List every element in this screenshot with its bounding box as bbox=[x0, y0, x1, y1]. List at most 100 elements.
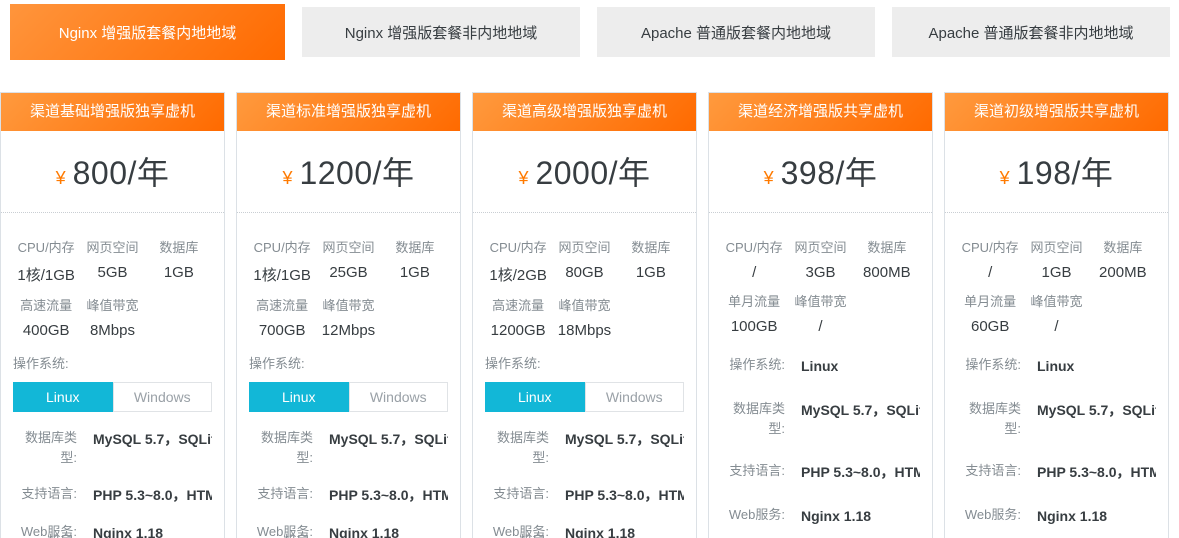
currency-symbol: ¥ bbox=[55, 168, 66, 188]
detail-value: MySQL 5.7，SQLite bbox=[565, 431, 684, 447]
plan-cards-row: 渠道基础增强版独享虚机 ¥800/年 CPU/内存 1核/1GB 网页空间 5GB … bbox=[0, 92, 1179, 538]
spec-value: 800MB bbox=[863, 264, 911, 281]
spec-label: 数据库 bbox=[159, 240, 199, 255]
os-label: 操作系统: bbox=[729, 357, 785, 372]
detail-value: MySQL 5.7，SQLite bbox=[93, 431, 212, 447]
spec-value: 1GB bbox=[399, 264, 430, 281]
tab-nginx-enhanced-nonmainland[interactable]: Nginx 增强版套餐非内地地域 bbox=[302, 7, 580, 57]
price-unit: /年 bbox=[608, 155, 651, 191]
detail-label: Web服务: bbox=[256, 524, 313, 538]
os-button-linux[interactable]: Linux bbox=[249, 382, 349, 412]
spec-label: CPU/内存 bbox=[17, 240, 75, 255]
detail-label: Web服务: bbox=[728, 507, 785, 523]
plan-price: ¥800/年 bbox=[1, 131, 224, 213]
detail-label: 数据库类型: bbox=[496, 430, 549, 466]
spec-label: CPU/内存 bbox=[253, 240, 311, 255]
spec-row-2: 单月流量 100GB 峰值带宽 / bbox=[721, 291, 920, 335]
detail-label: 支持语言: bbox=[965, 463, 1021, 479]
plan-card-standard: 渠道标准增强版独享虚机 ¥1200/年 CPU/内存 1核/1GB 网页空间 25G… bbox=[236, 92, 461, 538]
spec-row-1: CPU/内存 / 网页空间 3GB 数据库 800MB bbox=[721, 237, 920, 281]
spec-label: 网页空间 bbox=[322, 240, 375, 255]
detail-label: 支持语言: bbox=[21, 486, 77, 502]
currency-symbol: ¥ bbox=[999, 168, 1010, 188]
spec-label: 网页空间 bbox=[558, 240, 611, 255]
spec-label: 网页空间 bbox=[1030, 240, 1083, 255]
spec-label: 数据库 bbox=[867, 240, 907, 255]
tab-apache-basic-mainland[interactable]: Apache 普通版套餐内地地域 bbox=[597, 7, 875, 57]
spec-row-1: CPU/内存 / 网页空间 1GB 数据库 200MB bbox=[957, 237, 1156, 281]
detail-value: PHP 5.3~8.0，HTM... bbox=[1037, 464, 1156, 481]
spec-label: 峰值带宽 bbox=[322, 298, 375, 313]
spec-section: CPU/内存 / 网页空间 3GB 数据库 800MB 单月流量 100GB 峰值带宽 / bbox=[709, 213, 932, 335]
detail-value: MySQL 5.7，SQLite bbox=[1037, 402, 1156, 418]
os-button-windows[interactable]: Windows bbox=[112, 382, 212, 412]
price-amount: 398 bbox=[780, 155, 836, 191]
package-tabbar: Nginx 增强版套餐内地地域 Nginx 增强版套餐非内地地域 Apache … bbox=[0, 0, 1179, 64]
spec-value: 1GB bbox=[1041, 264, 1072, 281]
detail-label: Web服务: bbox=[20, 524, 77, 538]
detail-label: 支持语言: bbox=[729, 463, 785, 479]
spec-value: 1GB bbox=[635, 264, 666, 281]
detail-section: 数据库类型: MySQL 5.7，SQLite 支持语言: PHP 5.3~8.0，… bbox=[945, 399, 1168, 538]
spec-value: / bbox=[988, 264, 993, 281]
detail-value: PHP 5.3~8.0，HTM... bbox=[329, 487, 448, 504]
plan-card-basic: 渠道基础增强版独享虚机 ¥800/年 CPU/内存 1核/1GB 网页空间 5GB … bbox=[0, 92, 225, 538]
os-label: 操作系统: bbox=[965, 357, 1021, 372]
spec-row-2: 高速流量 400GB 峰值带宽 8Mbps bbox=[13, 295, 212, 339]
plan-card-economy: 渠道经济增强版共享虚机 ¥398/年 CPU/内存 / 网页空间 3GB 数据库 80… bbox=[708, 92, 933, 538]
spec-value: 60GB bbox=[970, 318, 1010, 335]
os-row: 操作系统: Linux bbox=[709, 355, 932, 377]
spec-label: 网页空间 bbox=[86, 240, 139, 255]
spec-value: 1核/1GB bbox=[253, 267, 311, 284]
detail-value: MySQL 5.7，SQLite bbox=[329, 431, 448, 447]
currency-symbol: ¥ bbox=[282, 168, 293, 188]
os-selector: 操作系统: Linux Windows bbox=[473, 353, 696, 412]
detail-label: 数据库类型: bbox=[732, 401, 785, 437]
os-button-linux[interactable]: Linux bbox=[485, 382, 585, 412]
detail-value: MySQL 5.7，SQLite bbox=[801, 402, 920, 418]
price-unit: /年 bbox=[1071, 155, 1114, 191]
plan-price: ¥1200/年 bbox=[237, 131, 460, 213]
spec-label: 峰值带宽 bbox=[86, 298, 139, 313]
spec-label: 数据库 bbox=[395, 240, 435, 255]
spec-value: / bbox=[752, 264, 757, 281]
plan-price: ¥2000/年 bbox=[473, 131, 696, 213]
spec-label: 高速流量 bbox=[256, 298, 309, 313]
spec-label: 网页空间 bbox=[794, 240, 847, 255]
spec-label: 高速流量 bbox=[492, 298, 545, 313]
detail-value: Nginx 1.18 bbox=[1037, 508, 1108, 525]
spec-section: CPU/内存 1核/1GB 网页空间 5GB 数据库 1GB 高速流量 400GB 峰值… bbox=[1, 213, 224, 339]
os-button-linux[interactable]: Linux bbox=[13, 382, 113, 412]
detail-label: 支持语言: bbox=[493, 486, 549, 502]
detail-value: PHP 5.3~8.0，HTM... bbox=[565, 487, 684, 504]
spec-value: 12Mbps bbox=[321, 322, 376, 339]
os-row: 操作系统: Linux bbox=[945, 355, 1168, 377]
spec-label: 峰值带宽 bbox=[558, 298, 611, 313]
plan-price: ¥198/年 bbox=[945, 131, 1168, 213]
tab-apache-basic-nonmainland[interactable]: Apache 普通版套餐非内地地域 bbox=[892, 7, 1170, 57]
plan-title: 渠道初级增强版共享虚机 bbox=[945, 93, 1168, 131]
tab-nginx-enhanced-mainland[interactable]: Nginx 增强版套餐内地地域 bbox=[10, 4, 285, 60]
currency-symbol: ¥ bbox=[763, 168, 774, 188]
spec-row-1: CPU/内存 1核/1GB 网页空间 5GB 数据库 1GB bbox=[13, 237, 212, 285]
spec-label: CPU/内存 bbox=[961, 240, 1019, 255]
spec-value: 8Mbps bbox=[89, 322, 135, 339]
detail-value: PHP 5.3~8.0，HTM... bbox=[93, 487, 212, 504]
detail-section: 数据库类型: MySQL 5.7，SQLite 支持语言: PHP 5.3~8.0，… bbox=[709, 399, 932, 538]
detail-value: Nginx 1.18 bbox=[565, 525, 636, 538]
detail-label: 支持语言: bbox=[257, 486, 313, 502]
detail-label: 机房: bbox=[13, 531, 77, 538]
price-unit: /年 bbox=[835, 155, 878, 191]
spec-value: 25GB bbox=[329, 264, 368, 281]
spec-row-2: 单月流量 60GB 峰值带宽 / bbox=[957, 291, 1156, 335]
spec-label: 峰值带宽 bbox=[1030, 294, 1083, 309]
plan-title: 渠道标准增强版独享虚机 bbox=[237, 93, 460, 131]
os-button-windows[interactable]: Windows bbox=[348, 382, 448, 412]
plan-price: ¥398/年 bbox=[709, 131, 932, 213]
os-button-windows[interactable]: Windows bbox=[584, 382, 684, 412]
os-selector: 操作系统: Linux Windows bbox=[1, 353, 224, 412]
spec-label: 数据库 bbox=[1103, 240, 1143, 255]
os-label: 操作系统: bbox=[485, 356, 541, 371]
spec-label: CPU/内存 bbox=[489, 240, 547, 255]
price-amount: 1200 bbox=[299, 155, 373, 191]
